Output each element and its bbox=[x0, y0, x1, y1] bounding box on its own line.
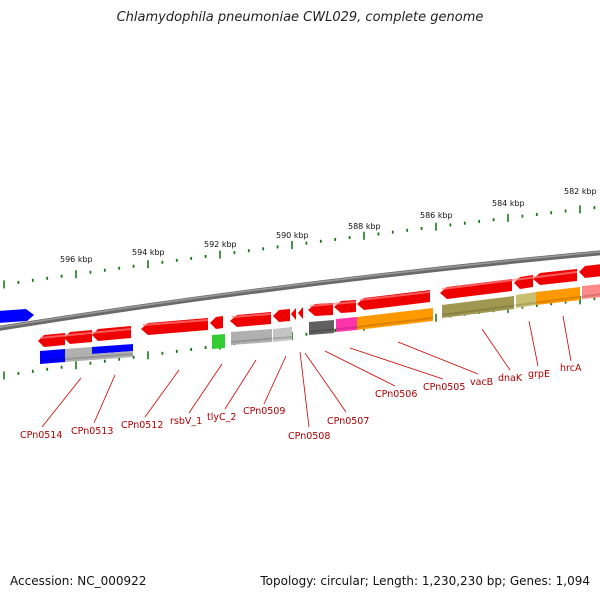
cog-bar-cpn0509 bbox=[231, 329, 272, 345]
leader-dnak bbox=[481, 328, 511, 371]
leader-grpe bbox=[528, 320, 539, 367]
accession-text: Accession: NC_000922 bbox=[10, 574, 147, 588]
genome-backbone bbox=[0, 250, 600, 331]
ruler-label-594: 594 kbp bbox=[132, 248, 165, 257]
gene-arrow-highlights bbox=[39, 271, 578, 339]
gene-label-grpe: grpE bbox=[528, 369, 550, 380]
cog-bar-row bbox=[39, 284, 600, 364]
gene-label-hrca: hrcA bbox=[560, 363, 582, 374]
gene-label-cpn0506: CPn0506 bbox=[375, 389, 417, 400]
gene-label-dnak: dnaK bbox=[498, 373, 523, 384]
leader-cpn0509 bbox=[263, 355, 287, 405]
cog-bar-cpn0507 bbox=[309, 320, 334, 335]
leader-cpn0513 bbox=[93, 374, 116, 424]
gene-arrow-row bbox=[38, 264, 600, 347]
gene-arrow-forward bbox=[0, 309, 34, 323]
gene-arrow-cpn0508c bbox=[298, 307, 303, 319]
gene-label-rsbv1: rsbV_1 bbox=[170, 416, 202, 427]
cog-bar-vacb bbox=[442, 296, 514, 318]
gene-arrow-cpn0508b bbox=[291, 308, 296, 320]
gene-label-cpn0512: CPn0512 bbox=[121, 420, 163, 431]
leader-cpn0512 bbox=[144, 369, 180, 418]
gene-label-vacb: vacB bbox=[470, 377, 493, 388]
leader-cpn0505 bbox=[349, 347, 444, 380]
cog-bar-cpn0506 bbox=[336, 317, 357, 332]
gene-label-cpn0507: CPn0507 bbox=[327, 416, 369, 427]
gene-labels: CPn0514 CPn0513 CPn0512 rsbV_1 tlyC_2 CP… bbox=[20, 363, 582, 442]
ruler-label-584: 584 kbp bbox=[492, 199, 525, 208]
ruler-label-582: 582 kbp bbox=[564, 187, 597, 196]
cog-bar-cpn0512b bbox=[92, 351, 133, 360]
ruler-labels: 596 kbp 594 kbp 592 kbp 590 kbp 588 kbp … bbox=[60, 187, 597, 264]
leader-rsbv1 bbox=[188, 363, 223, 414]
gene-arrow-tlyc2 bbox=[210, 316, 223, 329]
gene-label-cpn0513: CPn0513 bbox=[71, 426, 113, 437]
gene-label-cpn0509: CPn0509 bbox=[243, 406, 285, 417]
leader-vacb bbox=[397, 341, 479, 375]
cog-bar-hrca bbox=[582, 284, 600, 299]
map-title: Chlamydophila pneumoniae CWL029, complet… bbox=[116, 10, 484, 25]
ruler-label-590: 590 kbp bbox=[276, 231, 309, 240]
leader-lines bbox=[41, 315, 572, 428]
gene-label-cpn0514: CPn0514 bbox=[20, 430, 62, 441]
ruler-label-592: 592 kbp bbox=[204, 240, 237, 249]
leader-cpn0514 bbox=[41, 377, 82, 428]
cog-bar-tlyc2 bbox=[212, 334, 225, 349]
cog-bar-cpn0505 bbox=[357, 308, 433, 330]
leader-tlyc2 bbox=[224, 359, 257, 410]
gene-arrow-cpn0512 bbox=[92, 326, 131, 341]
gene-arrow-vacb bbox=[440, 279, 512, 299]
gene-label-tlyc2: tlyC_2 bbox=[207, 412, 236, 423]
forward-strand bbox=[0, 309, 34, 323]
ruler-label-596: 596 kbp bbox=[60, 255, 93, 264]
cog-bar-grpe bbox=[536, 287, 580, 305]
cog-bar-cpn0514 bbox=[40, 349, 65, 364]
cog-bar-shading bbox=[39, 293, 600, 362]
ruler-label-588: 588 kbp bbox=[348, 222, 381, 231]
gene-label-cpn0505: CPn0505 bbox=[423, 382, 465, 393]
ruler-label-586: 586 kbp bbox=[420, 211, 453, 220]
gene-arrow-hrca bbox=[579, 264, 600, 278]
cog-bar-cpn0508 bbox=[273, 327, 292, 342]
cog-bar-cpn0513 bbox=[65, 347, 92, 362]
genome-backbone-highlight bbox=[0, 251, 600, 328]
leader-cpn0506 bbox=[324, 350, 396, 387]
ruler-outer-ticks bbox=[3, 205, 596, 289]
leader-cpn0508 bbox=[299, 351, 310, 428]
cog-bar-dnak bbox=[516, 292, 536, 308]
genome-summary-text: Topology: circular; Length: 1,230,230 bp… bbox=[260, 574, 590, 588]
cog-bar-cpn0512 bbox=[92, 344, 133, 354]
gene-arrow-cpn0508a bbox=[273, 309, 290, 322]
gene-label-cpn0508: CPn0508 bbox=[288, 431, 330, 442]
gene-arrow-cpn0513 bbox=[64, 330, 92, 344]
leader-hrca bbox=[562, 315, 572, 362]
leader-cpn0507 bbox=[304, 352, 347, 413]
